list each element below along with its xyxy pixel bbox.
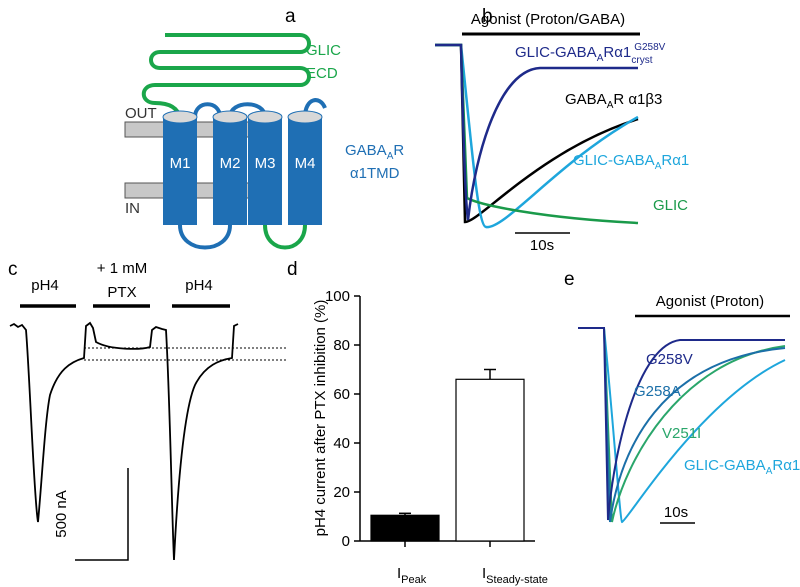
helix-top bbox=[162, 110, 198, 124]
bar bbox=[455, 378, 525, 542]
y-tick-label: 20 bbox=[333, 484, 350, 501]
subscript: A bbox=[387, 151, 394, 162]
scale-label: 10s bbox=[664, 504, 688, 521]
trace bbox=[578, 327, 786, 523]
pulse-label: pH4 bbox=[31, 277, 59, 294]
text: GABA bbox=[345, 142, 387, 159]
loop bbox=[263, 224, 307, 250]
trace-label: GLIC-GABAARα1 bbox=[573, 152, 689, 172]
text: Rα1 bbox=[661, 152, 689, 169]
trace-label: G258A bbox=[634, 383, 681, 400]
helix-top bbox=[212, 110, 248, 124]
panel-e: e Agonist (Proton) G258V G258A V251I GLI… bbox=[564, 269, 800, 524]
tmd-label: α1TMD bbox=[350, 165, 400, 182]
bar bbox=[370, 514, 440, 542]
panel-label: a bbox=[285, 6, 296, 27]
x-tick-label: IPeak bbox=[397, 565, 427, 586]
panel-c: c pH4 + 1 mM PTX pH4 500 nA bbox=[8, 259, 288, 561]
helix bbox=[213, 117, 247, 225]
agonist-label: Agonist (Proton/GABA) bbox=[471, 11, 625, 28]
text: I bbox=[397, 565, 401, 582]
panel-b: b Agonist (Proton/GABA) GLIC-GABAARα1 G25… bbox=[435, 6, 689, 254]
trace-label: G258V bbox=[646, 351, 693, 368]
pulse-label: + 1 mM bbox=[97, 260, 147, 277]
panel-label: b bbox=[482, 6, 493, 27]
trace bbox=[578, 327, 786, 523]
ecd-label: ECD bbox=[306, 65, 338, 82]
subscript: cryst bbox=[631, 55, 652, 66]
pulse-label: pH4 bbox=[185, 277, 213, 294]
panel-label: d bbox=[287, 259, 298, 280]
text: GLIC-GABA bbox=[573, 152, 655, 169]
glic-label: GLIC bbox=[306, 42, 341, 59]
superscript: G258V bbox=[634, 42, 665, 53]
panel-d: d pH4 current after PTX inhibition (%) 0… bbox=[287, 259, 548, 586]
text: R α1β3 bbox=[613, 91, 662, 108]
trace-label: GLIC bbox=[653, 197, 688, 214]
subscript: A bbox=[655, 161, 662, 172]
subscript: Peak bbox=[401, 574, 427, 586]
text: Rα1 bbox=[772, 457, 800, 474]
subscript: A bbox=[607, 100, 614, 111]
trace bbox=[578, 327, 785, 521]
trace bbox=[435, 43, 639, 229]
panel-label: c bbox=[8, 259, 18, 280]
trace-label: GABAAR α1β3 bbox=[565, 91, 662, 111]
helix bbox=[163, 117, 197, 225]
agonist-label: Agonist (Proton) bbox=[656, 293, 764, 310]
y-tick-label: 80 bbox=[333, 337, 350, 354]
ecd-shape bbox=[141, 33, 311, 119]
text: GABA bbox=[565, 91, 607, 108]
text: I bbox=[482, 565, 486, 582]
text: GLIC-GABA bbox=[515, 44, 597, 61]
y-tick-label: 40 bbox=[333, 435, 350, 452]
scale-bar bbox=[75, 468, 129, 561]
y-tick-label: 0 bbox=[342, 533, 350, 550]
text: Rα1 bbox=[603, 44, 631, 61]
pulse-label: PTX bbox=[107, 284, 136, 301]
subscript: A bbox=[597, 53, 604, 64]
trace bbox=[435, 43, 638, 221]
y-tick-label: 60 bbox=[333, 386, 350, 403]
y-axis-label: pH4 current after PTX inhibition (%) bbox=[312, 300, 329, 537]
trace-label: GLIC-GABAARα1 bbox=[684, 457, 800, 477]
side-label: OUT bbox=[125, 105, 157, 122]
y-tick-label: 100 bbox=[325, 288, 350, 305]
receptor-label: GABAAR bbox=[345, 142, 404, 162]
trace bbox=[9, 321, 239, 561]
panel-label: e bbox=[564, 269, 575, 290]
subscript: Steady-state bbox=[486, 574, 548, 586]
scale-label: 10s bbox=[530, 237, 554, 254]
helix-top bbox=[247, 110, 283, 124]
helix-label: M2 bbox=[220, 155, 241, 172]
trace bbox=[435, 43, 639, 224]
x-tick-label: ISteady-state bbox=[482, 565, 548, 586]
helix bbox=[248, 117, 282, 225]
panel-a: a M1 M2 M3 M4 OUT IN GLIC ECD GABAAR bbox=[124, 6, 404, 250]
helix-label: M3 bbox=[255, 155, 276, 172]
trace-label: V251I bbox=[662, 425, 701, 442]
trace-label: GLIC-GABAARα1 G258V cryst bbox=[515, 42, 666, 66]
helix-label: M1 bbox=[170, 155, 191, 172]
helix bbox=[288, 117, 322, 225]
helices bbox=[162, 110, 323, 225]
text: R bbox=[393, 142, 404, 159]
trace bbox=[578, 327, 786, 524]
helix-label: M4 bbox=[295, 155, 316, 172]
side-label: IN bbox=[125, 200, 140, 217]
helix-top bbox=[287, 110, 323, 124]
text: GLIC-GABA bbox=[684, 457, 766, 474]
scale-label: 500 nA bbox=[53, 490, 70, 538]
loop bbox=[178, 224, 232, 250]
subscript: A bbox=[766, 466, 773, 477]
